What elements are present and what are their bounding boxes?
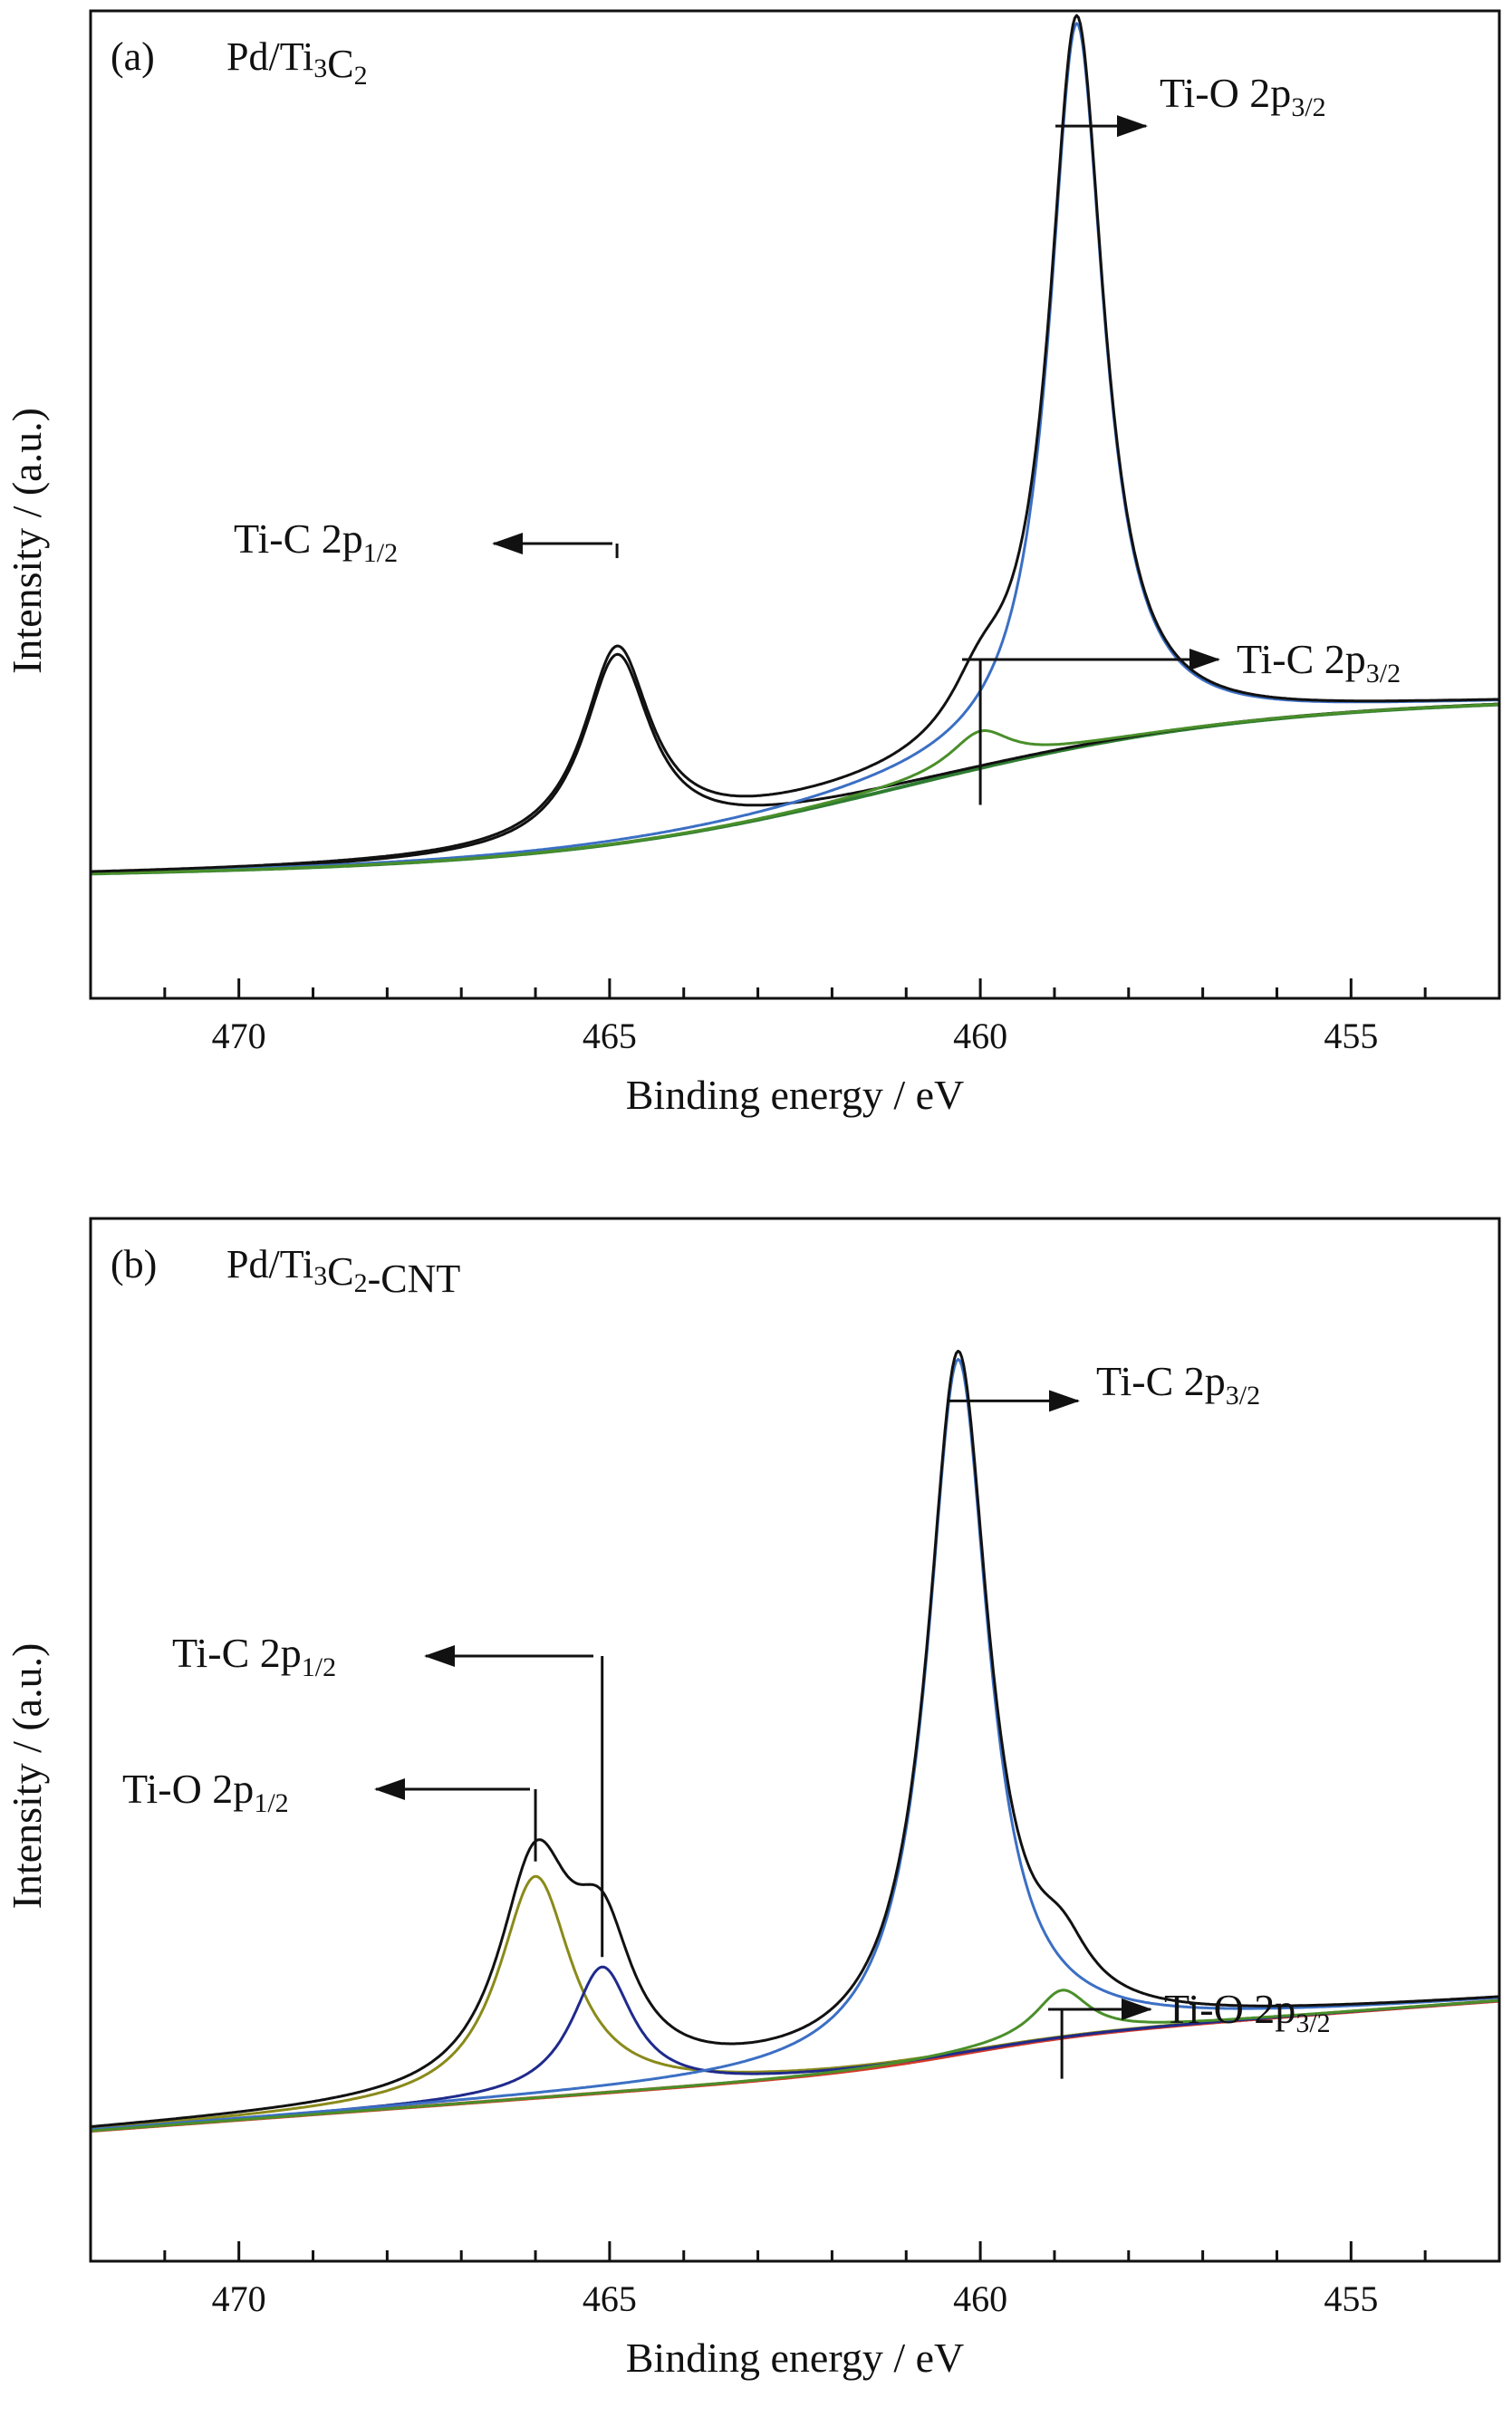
title-part-prefix: Pd/Ti xyxy=(226,1242,313,1286)
sample-title: Pd/Ti3C2-CNT xyxy=(226,1242,460,1301)
annotation-label-main: Ti-O 2p xyxy=(1160,70,1291,116)
x-tick-label: 470 xyxy=(212,2278,266,2319)
y-axis-label: Intensity / (a.u.) xyxy=(4,1643,50,1910)
title-part-mid: C xyxy=(327,1249,353,1294)
annotation-2: Ti-C 2p3/2 xyxy=(962,636,1401,805)
x-axis-label: Binding energy / eV xyxy=(626,2335,964,2381)
title-part-suffix: -CNT xyxy=(368,1257,461,1301)
plot-area xyxy=(91,14,1499,876)
title-part-sub1: 3 xyxy=(313,53,327,83)
annotation-label-sub: 3/2 xyxy=(1291,92,1325,122)
annotation-1: Ti-C 2p1/2 xyxy=(172,1630,604,1958)
annotation-label: Ti-C 2p1/2 xyxy=(172,1630,336,1682)
annotation-label-sub: 3/2 xyxy=(1366,659,1401,689)
title-part-mid: C xyxy=(327,42,353,86)
x-tick-label: 460 xyxy=(953,1016,1007,1056)
annotation-label-main: Ti-C 2p xyxy=(1237,636,1366,682)
annotation-label-main: Ti-O 2p xyxy=(1164,1986,1295,2032)
series-component-2 xyxy=(91,22,1499,874)
sample-title: Pd/Ti3C2 xyxy=(226,34,368,91)
title-part-sub2: 2 xyxy=(354,1268,368,1298)
annotation-label-sub: 1/2 xyxy=(302,1652,336,1682)
annotation-1: Ti-C 2p1/2 xyxy=(234,515,619,568)
annotation-label-main: Ti-C 2p xyxy=(172,1630,302,1676)
annotation-label-main: Ti-C 2p xyxy=(1096,1358,1226,1404)
annotation-label: Ti-O 2p1/2 xyxy=(122,1766,289,1818)
annotation-label-sub: 3/2 xyxy=(1226,1381,1260,1411)
annotation-0: Ti-O 2p3/2 xyxy=(1055,70,1326,138)
plot-area xyxy=(91,1349,1499,2133)
x-tick-label: 460 xyxy=(953,2278,1007,2319)
x-axis-label: Binding energy / eV xyxy=(626,1072,964,1118)
series-component-3 xyxy=(91,1358,1499,2132)
x-tick-label: 455 xyxy=(1324,1016,1378,1056)
annotation-label: Ti-C 2p3/2 xyxy=(1096,1358,1260,1411)
annotation-label-sub: 3/2 xyxy=(1295,2008,1330,2038)
series-component-1 xyxy=(91,652,1499,874)
plot-frame xyxy=(89,9,1501,1000)
series-component-3 xyxy=(91,702,1499,875)
annotation-label: Ti-O 2p3/2 xyxy=(1164,1986,1331,2038)
title-part-prefix: Pd/Ti xyxy=(226,34,313,79)
series-background-0 xyxy=(91,702,1499,876)
annotation-2: Ti-O 2p1/2 xyxy=(122,1766,537,1862)
series-envelope-5 xyxy=(91,1349,1499,2128)
x-tick-label: 470 xyxy=(212,1016,266,1056)
panel-label: (a) xyxy=(111,34,155,79)
x-tick-label: 465 xyxy=(583,1016,637,1056)
panel-a: 470 465 460 455 Binding energy / eV Intensity… xyxy=(4,9,1501,1118)
panel-b: 470 465 460 455 Binding energy / eV Intensity… xyxy=(4,1217,1501,2381)
annotation-label-main: Ti-C 2p xyxy=(234,515,363,562)
annotation-label: Ti-O 2p3/2 xyxy=(1160,70,1326,122)
x-tick-label: 465 xyxy=(583,2278,637,2319)
annotation-0: Ti-C 2p3/2 xyxy=(947,1358,1260,1412)
plot-frame xyxy=(89,1217,1501,2263)
annotation-label: Ti-C 2p1/2 xyxy=(234,515,398,568)
panel-label: (b) xyxy=(111,1242,157,1286)
annotation-label-sub: 1/2 xyxy=(254,1788,288,1818)
annotation-label-main: Ti-O 2p xyxy=(122,1766,254,1812)
title-part-sub2: 2 xyxy=(354,61,368,91)
annotation-3: Ti-O 2p3/2 xyxy=(1048,1986,1331,2079)
title-part-sub1: 3 xyxy=(313,1261,327,1291)
series-envelope-4 xyxy=(91,14,1499,873)
annotation-label-sub: 1/2 xyxy=(363,538,398,568)
x-tick-label: 455 xyxy=(1324,2278,1378,2319)
y-axis-label: Intensity / (a.u.) xyxy=(4,408,50,674)
annotation-label: Ti-C 2p3/2 xyxy=(1237,636,1401,689)
series-component-4 xyxy=(91,1988,1499,2133)
